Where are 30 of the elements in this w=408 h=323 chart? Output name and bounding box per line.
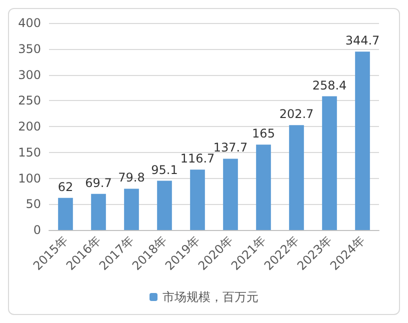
y-tick-label: 250 [18, 94, 41, 108]
y-tick-label: 0 [33, 223, 41, 237]
y-tick-label: 100 [18, 171, 41, 186]
data-label: 95.1 [151, 162, 178, 177]
y-tick-label: 150 [18, 145, 41, 160]
bar [256, 144, 271, 230]
data-label: 137.7 [213, 140, 248, 155]
bar [223, 158, 238, 230]
data-label: 79.8 [118, 170, 145, 185]
data-label: 69.7 [85, 176, 112, 190]
data-label: 62 [58, 180, 74, 194]
data-label: 116.7 [180, 152, 215, 166]
bar [289, 125, 304, 230]
y-tick-label: 300 [18, 68, 41, 82]
legend-label: 市场规模，百万元 [162, 290, 258, 304]
data-label: 344.7 [345, 34, 380, 48]
bar [91, 194, 106, 230]
bar [190, 170, 205, 230]
bar [124, 188, 139, 230]
bar [58, 198, 73, 230]
y-tick-label: 400 [18, 16, 41, 30]
bar [157, 180, 172, 230]
y-tick-label: 200 [18, 120, 41, 134]
bar [355, 52, 370, 230]
bar [322, 96, 337, 230]
data-label: 165 [252, 126, 275, 141]
y-tick-label: 50 [26, 197, 41, 212]
data-label: 258.4 [312, 78, 347, 92]
data-label: 202.7 [279, 107, 314, 122]
y-tick-label: 350 [18, 42, 41, 56]
